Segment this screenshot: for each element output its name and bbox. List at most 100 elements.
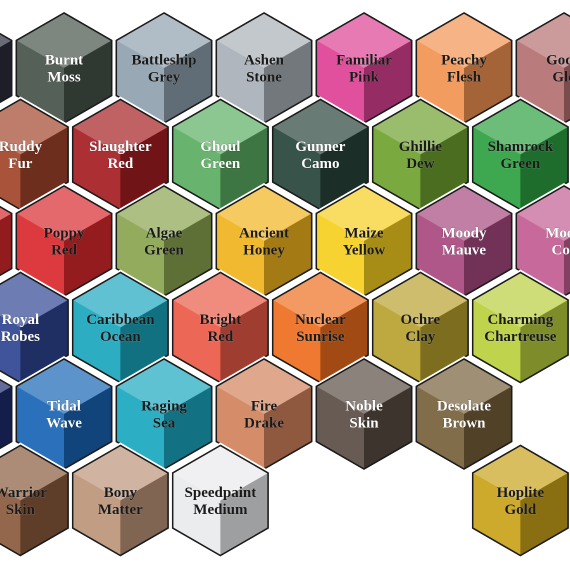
swatch-label-line: Godd: [546, 53, 570, 69]
swatch-label-line: Maize: [344, 226, 383, 242]
paint-swatch[interactable]: [0, 183, 15, 299]
swatch-label-line: Familiar: [336, 53, 392, 69]
swatch-label-line: Hoplite: [497, 485, 545, 501]
swatch-left-face: [16, 386, 64, 469]
swatch-label-line: Ruddy: [0, 139, 43, 155]
swatch-right-face: [520, 127, 568, 210]
paint-swatch[interactable]: GoddGlo: [513, 10, 570, 126]
swatch-right-face: [564, 64, 570, 123]
swatch-left-face: [116, 213, 164, 296]
swatch-outline: [0, 32, 13, 104]
swatch-outline: [472, 271, 569, 384]
swatch-left-face: [116, 40, 164, 123]
swatch-label-line: Green: [144, 243, 184, 259]
swatch-top-face: [0, 379, 12, 394]
swatch-label-line: Cor: [552, 243, 570, 259]
swatch-label-line: Grey: [148, 70, 181, 86]
swatch-left-face: [0, 488, 21, 556]
swatch-label-line: Glo: [552, 70, 570, 86]
swatch-outline: [0, 444, 69, 557]
swatch-label-line: Red: [107, 156, 133, 172]
swatch-label-line: Honey: [243, 243, 285, 259]
swatch-left-face: [16, 40, 64, 123]
swatch-left-face: [16, 213, 64, 296]
swatch-right-face: [520, 300, 568, 383]
swatch-top-face: [0, 33, 12, 48]
swatch-label-line: Moss: [47, 70, 80, 86]
swatch-label-line: Speedpaint: [185, 485, 257, 501]
swatch-label-line: Caribbean: [86, 312, 155, 328]
swatch-label-line: Skin: [6, 502, 36, 518]
swatch-outline: [172, 444, 269, 557]
swatch-label-line: Dew: [406, 156, 434, 172]
swatch-label-line: Warrior: [0, 485, 47, 501]
paint-swatch[interactable]: e: [0, 356, 15, 472]
swatch-label-line: Sea: [153, 416, 176, 432]
swatch-label-line: Camo: [301, 156, 339, 172]
swatch-top-face: [516, 186, 570, 241]
swatch-label-line: Matter: [98, 502, 143, 518]
swatch-label-line: Wave: [46, 416, 82, 432]
swatch-label-line: Mauve: [442, 243, 487, 259]
swatch-label-line: Peachy: [441, 53, 487, 69]
swatch-label-line: Skin: [349, 416, 379, 432]
swatch-outline: [0, 378, 13, 450]
swatch-label-line: Ghillie: [399, 139, 443, 155]
swatch-left-face: [516, 40, 564, 123]
swatch-label-line: Nuclear: [295, 312, 346, 328]
swatch-label-line: Royal: [2, 312, 40, 328]
paint-swatch[interactable]: MoonCor: [513, 183, 570, 299]
swatch-label-line: Raging: [141, 399, 187, 415]
swatch-label-line: Red: [51, 243, 77, 259]
swatch-label-line: Ashen: [244, 53, 285, 69]
swatch-right-face: [520, 473, 568, 556]
swatch-outline: [415, 358, 513, 470]
swatch-label-line: Desolate: [437, 399, 491, 415]
swatch-label-line: Slaughter: [89, 139, 152, 155]
swatch-top-face: [0, 445, 68, 501]
swatch-label-line: Shamrock: [488, 139, 554, 155]
swatch-label-line: Clay: [405, 329, 436, 345]
swatch-outline: [315, 358, 413, 470]
swatch-label-line: Green: [201, 156, 241, 172]
swatch-label-line: Flesh: [447, 70, 482, 86]
paint-swatch[interactable]: [0, 10, 15, 126]
swatch-right-face: [564, 237, 570, 296]
swatch-label-line: Moon: [545, 226, 570, 242]
swatch-label-line: Ochre: [401, 312, 441, 328]
swatch-label-line: Drake: [244, 416, 284, 432]
swatch-label-line: Pink: [349, 70, 380, 86]
swatch-label-line: Red: [207, 329, 233, 345]
swatch-label-line: Bright: [200, 312, 242, 328]
swatch-label-line: Chartreuse: [484, 329, 557, 345]
swatch-label-line: Gunner: [295, 139, 345, 155]
swatch-label-line: Tidal: [47, 399, 81, 415]
swatch-top-face: [0, 272, 68, 328]
swatch-outline: [0, 205, 13, 277]
swatch-label-line: Robes: [1, 329, 40, 345]
